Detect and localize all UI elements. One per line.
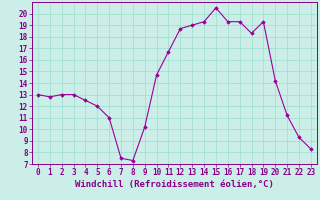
X-axis label: Windchill (Refroidissement éolien,°C): Windchill (Refroidissement éolien,°C) [75,180,274,189]
